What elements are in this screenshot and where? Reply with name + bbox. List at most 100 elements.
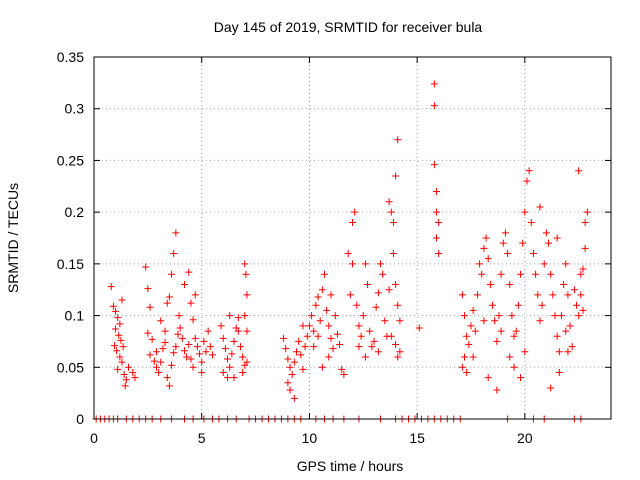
- data-point: [185, 341, 193, 349]
- data-point: [243, 358, 251, 366]
- data-point: [174, 330, 182, 338]
- data-point: [185, 268, 193, 276]
- data-point: [144, 329, 152, 337]
- data-point: [547, 384, 555, 392]
- data-point: [557, 312, 565, 320]
- data-point: [242, 270, 250, 278]
- data-point: [430, 102, 438, 110]
- data-point: [148, 335, 156, 343]
- data-point: [200, 337, 208, 345]
- data-point: [290, 358, 298, 366]
- data-point: [344, 250, 352, 258]
- data-point: [540, 260, 548, 268]
- data-point: [241, 312, 249, 320]
- data-point: [501, 229, 509, 237]
- data-point: [228, 350, 236, 358]
- data-point: [116, 320, 124, 328]
- data-point: [284, 379, 292, 387]
- data-point: [478, 270, 486, 278]
- data-point: [473, 291, 481, 299]
- data-point: [392, 341, 400, 349]
- data-point: [486, 281, 494, 289]
- data-point: [493, 386, 501, 394]
- data-point: [366, 327, 374, 335]
- data-point: [484, 374, 492, 382]
- data-point: [394, 353, 402, 361]
- data-point: [236, 343, 244, 351]
- data-point: [551, 312, 559, 320]
- data-point: [152, 348, 160, 356]
- data-point: [234, 314, 242, 322]
- data-point: [292, 348, 300, 356]
- data-point: [204, 327, 212, 335]
- data-point: [198, 358, 206, 366]
- data-point: [349, 218, 356, 226]
- data-point: [280, 334, 288, 342]
- data-point: [430, 80, 438, 88]
- data-point: [465, 341, 473, 349]
- data-point: [172, 343, 180, 351]
- x-tick-label: 10: [302, 430, 318, 446]
- data-point: [480, 317, 488, 325]
- data-point: [170, 250, 178, 258]
- data-point: [206, 343, 214, 351]
- data-point: [547, 270, 555, 278]
- data-point: [118, 358, 126, 366]
- x-axis-label: GPS time / hours: [297, 458, 404, 474]
- data-point: [387, 332, 395, 340]
- data-point: [389, 218, 397, 226]
- y-tick-label: 0.35: [57, 49, 84, 65]
- data-point: [297, 351, 305, 359]
- data-point: [168, 270, 176, 278]
- data-point: [394, 301, 402, 309]
- x-tick-label: 0: [90, 430, 98, 446]
- data-point: [510, 332, 518, 340]
- data-point: [562, 327, 570, 335]
- y-tick-label: 0.05: [57, 359, 84, 375]
- data-point: [316, 317, 324, 325]
- data-point: [146, 303, 154, 311]
- data-point: [525, 167, 533, 175]
- data-point: [208, 351, 216, 359]
- data-point: [433, 234, 441, 242]
- data-point: [476, 260, 484, 268]
- data-point: [374, 289, 382, 297]
- data-point: [566, 322, 574, 330]
- data-point: [387, 208, 395, 216]
- data-point: [463, 368, 471, 376]
- data-point: [381, 317, 389, 325]
- data-point: [157, 317, 165, 325]
- data-point: [583, 208, 591, 216]
- data-point: [282, 345, 290, 353]
- data-point: [553, 234, 561, 242]
- data-point: [122, 376, 130, 384]
- data-point: [219, 368, 227, 376]
- data-point: [142, 263, 150, 271]
- data-point: [430, 161, 438, 169]
- data-point: [325, 322, 333, 330]
- data-point: [234, 327, 242, 335]
- data-point: [191, 334, 199, 342]
- data-point: [564, 348, 572, 356]
- data-point: [110, 342, 118, 350]
- data-point: [176, 324, 184, 332]
- data-point: [318, 363, 326, 371]
- data-point: [303, 332, 311, 340]
- data-point: [329, 345, 337, 353]
- data-point: [318, 286, 326, 294]
- data-point: [534, 291, 542, 299]
- data-point: [163, 299, 171, 307]
- data-point: [491, 317, 499, 325]
- data-point: [514, 301, 522, 309]
- y-tick-label: 0.25: [57, 152, 84, 168]
- data-point: [461, 312, 469, 320]
- data-point: [512, 327, 520, 335]
- data-point: [372, 303, 380, 311]
- data-point: [379, 270, 387, 278]
- data-point: [433, 208, 441, 216]
- data-point: [226, 363, 234, 371]
- data-point: [219, 334, 227, 342]
- data-point: [570, 286, 578, 294]
- data-point: [131, 374, 139, 382]
- data-point: [286, 386, 294, 394]
